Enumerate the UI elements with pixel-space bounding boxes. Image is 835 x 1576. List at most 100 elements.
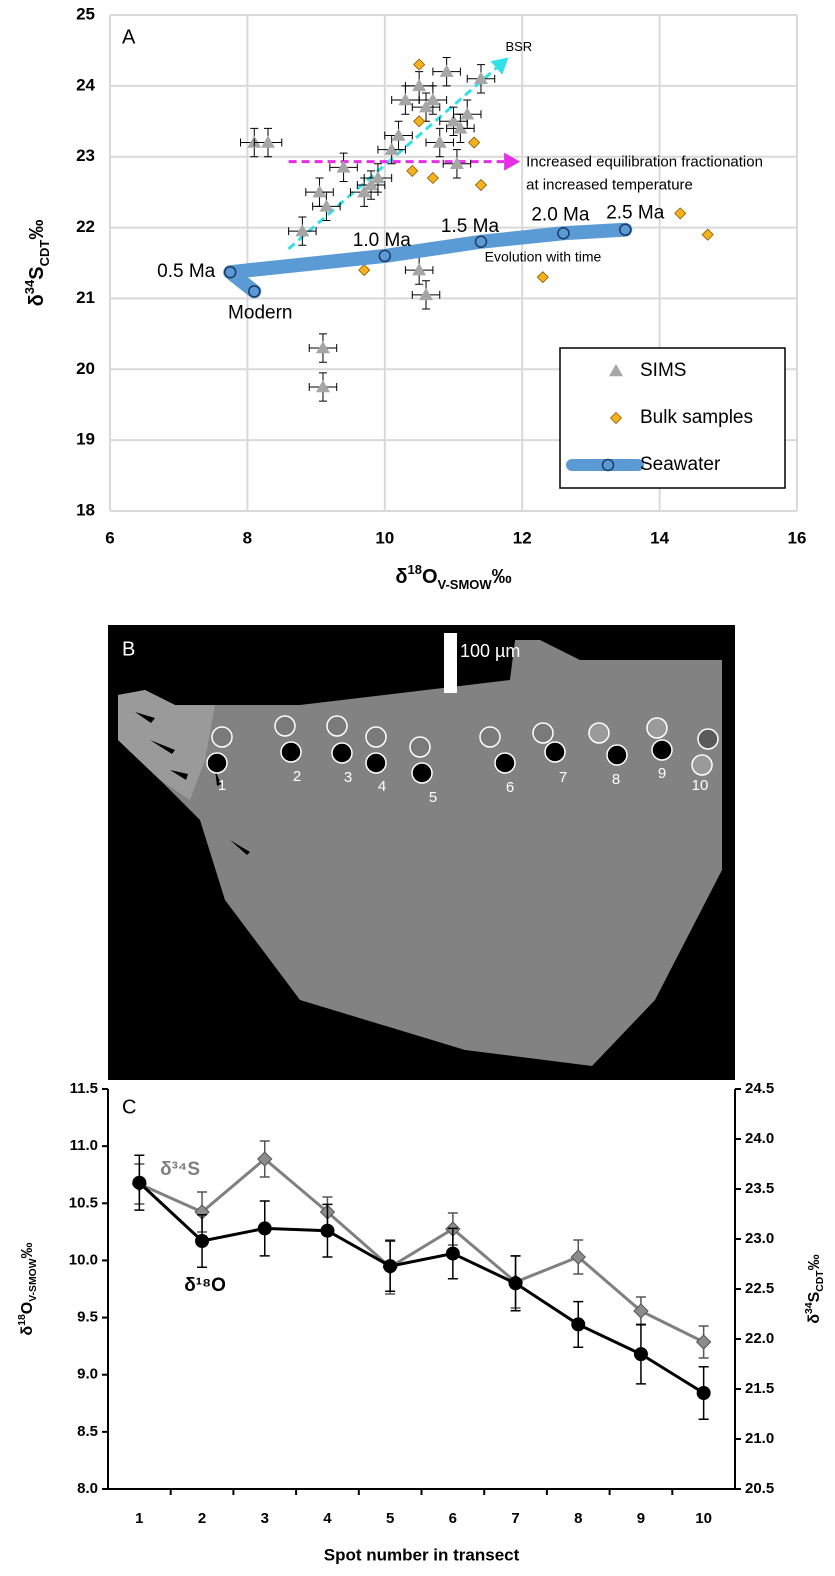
y-tick-label: 10.0 <box>69 1251 98 1268</box>
y-tick-label: 18 <box>76 500 95 519</box>
y-tick-label: 8.0 <box>77 1480 98 1497</box>
analysis-spot <box>280 741 302 763</box>
x-tick-label: 8 <box>243 528 252 547</box>
micrograph <box>108 625 735 1080</box>
axis-title-part: S <box>26 266 48 279</box>
axis-title-part: 18 <box>17 1314 28 1326</box>
x-axis-title: Spot number in transect <box>324 1545 520 1564</box>
sims-point <box>295 224 310 237</box>
y-tick-label: 25 <box>76 4 95 23</box>
y2-tick-label: 24.0 <box>745 1130 774 1147</box>
y2-tick-label: 22.5 <box>745 1280 774 1297</box>
sims-point <box>419 100 434 113</box>
analysis-spot <box>494 752 516 774</box>
analysis-spot <box>409 736 431 758</box>
spot-label: 2 <box>293 768 301 785</box>
analysis-spot <box>365 752 387 774</box>
axis-title: δ18OV-SMOW‰ <box>17 1242 39 1335</box>
axis-title-part: V-SMOW <box>438 577 493 592</box>
annotation-text: Evolution with time <box>485 248 602 264</box>
spot-group: 1 2 3 4 5 6 7 8 9 10 <box>206 715 719 806</box>
analysis-spot <box>646 717 668 739</box>
sims-point <box>460 107 475 120</box>
legend-label: Bulk samples <box>640 407 753 428</box>
bulk-point <box>536 271 549 284</box>
axis-title-part: V-SMOW <box>28 1258 39 1301</box>
series-line <box>138 1181 705 1395</box>
data-point <box>508 1276 523 1291</box>
analysis-spot <box>206 752 228 774</box>
data-point <box>695 1334 712 1350</box>
y-tick-label: 19 <box>76 430 95 449</box>
sims-point <box>412 263 427 276</box>
arrow-head <box>504 152 521 171</box>
sims-point <box>398 93 413 106</box>
axis-title-part: 34 <box>22 279 37 294</box>
data-point <box>633 1303 649 1319</box>
series-label: δ¹⁸O <box>184 1275 226 1296</box>
axis-title-part: 34 <box>804 1302 815 1314</box>
x-tick-label: 4 <box>323 1510 332 1527</box>
axis-title-part: ‰ <box>492 566 512 588</box>
bulk-point <box>413 115 426 128</box>
data-point <box>383 1259 398 1274</box>
seawater-point <box>474 235 488 248</box>
arrow-head <box>490 57 509 75</box>
axis-title: δ34SCDT‰ <box>22 220 52 307</box>
seawater-point <box>223 265 237 279</box>
annotation-arrow <box>287 66 498 250</box>
x-tick-label: 3 <box>261 1510 269 1527</box>
y-tick-label: 21 <box>76 288 95 307</box>
bulk-point <box>474 178 488 192</box>
spot-label: 8 <box>612 771 620 788</box>
seawater-point <box>619 223 632 236</box>
axis-title-part: ‰ <box>26 220 48 240</box>
sims-point <box>419 287 434 301</box>
sims-point <box>453 121 468 134</box>
y-tick-label: 11.0 <box>70 1137 98 1154</box>
x-tick-label: 10 <box>695 1510 712 1527</box>
sims-point <box>439 64 454 77</box>
axis-title: δ34SCDT‰ <box>804 1254 826 1323</box>
y-tick-label: 23 <box>76 146 95 165</box>
x-tick-label: 9 <box>637 1510 645 1527</box>
point-label: 2.0 Ma <box>531 204 590 225</box>
spot-label: 4 <box>378 778 386 795</box>
sims-point <box>384 142 399 155</box>
panel-label: A <box>122 26 136 48</box>
point-label: 1.0 Ma <box>353 230 412 251</box>
analysis-spot <box>479 726 501 748</box>
sims-point <box>357 185 372 198</box>
data-point <box>633 1347 648 1362</box>
analysis-spot <box>697 728 719 750</box>
crystal-edge <box>118 690 215 800</box>
sims-point <box>312 185 327 198</box>
analysis-spot <box>326 715 348 737</box>
analysis-spot <box>606 744 628 766</box>
sims-point <box>432 135 447 148</box>
data-point <box>257 1221 272 1236</box>
sims-point <box>473 71 488 85</box>
x-tick-label: 6 <box>105 528 114 547</box>
analysis-spot <box>274 715 296 737</box>
spot-label: 9 <box>658 765 666 782</box>
axis-title-part: δ <box>26 294 48 306</box>
y-tick-label: 9.0 <box>77 1366 98 1383</box>
data-point <box>257 1151 273 1167</box>
data-point <box>571 1317 586 1332</box>
sims-point <box>315 380 330 393</box>
spot-label: 3 <box>344 769 352 786</box>
scale-bar <box>444 633 457 693</box>
series-label: δ³⁴S <box>160 1159 200 1180</box>
sims-point <box>446 114 461 127</box>
point-label: Modern <box>228 302 292 323</box>
bulk-point <box>426 171 439 185</box>
analysis-spot <box>532 722 554 744</box>
seawater-point <box>378 249 392 263</box>
point-label: 1.5 Ma <box>441 216 500 237</box>
axis-title-part: CDT <box>37 240 52 267</box>
annotation-text: at increased temperature <box>526 177 693 194</box>
y2-tick-label: 22.0 <box>745 1330 774 1347</box>
axis-title-part: ‰ <box>806 1254 823 1270</box>
seawater-point <box>248 285 261 298</box>
